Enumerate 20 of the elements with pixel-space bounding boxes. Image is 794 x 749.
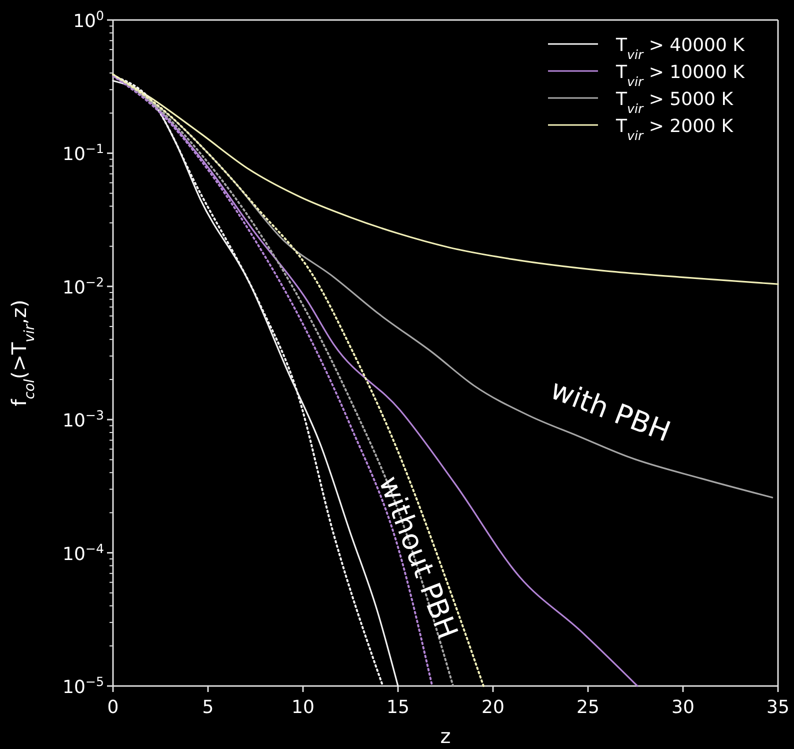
y-tick-label: 10$^{−5}$: [62, 674, 104, 698]
legend-label: T$_{vir}$ > 40000 K: [615, 35, 746, 62]
y-tick-label: 10$^{−3}$: [62, 407, 104, 432]
x-tick-label: 30: [672, 697, 694, 718]
annotation: with PBH: [546, 372, 676, 448]
y-tick-label: 10$^{−4}$: [62, 540, 104, 565]
x-tick-label: 5: [202, 697, 214, 718]
y-tick-label: 10$^{−1}$: [62, 140, 104, 166]
legend-label: T$_{vir}$ > 5000 K: [615, 89, 734, 116]
x-axis-title: z: [440, 724, 451, 748]
legend-label: T$_{vir}$ > 2000 K: [615, 116, 734, 142]
y-tick-label: 10$^{−2}$: [62, 274, 104, 298]
x-tick-label: 25: [576, 697, 600, 718]
x-tick-label: 10: [292, 697, 314, 718]
x-tick-label: 35: [766, 697, 790, 718]
x-tick-label: 20: [482, 697, 504, 718]
y-tick-label: 10$^{0}$: [73, 8, 104, 32]
x-tick-label: 15: [386, 697, 410, 718]
x-tick-label: 0: [107, 697, 119, 718]
legend-label: T$_{vir}$ > 10000 K: [615, 62, 746, 88]
